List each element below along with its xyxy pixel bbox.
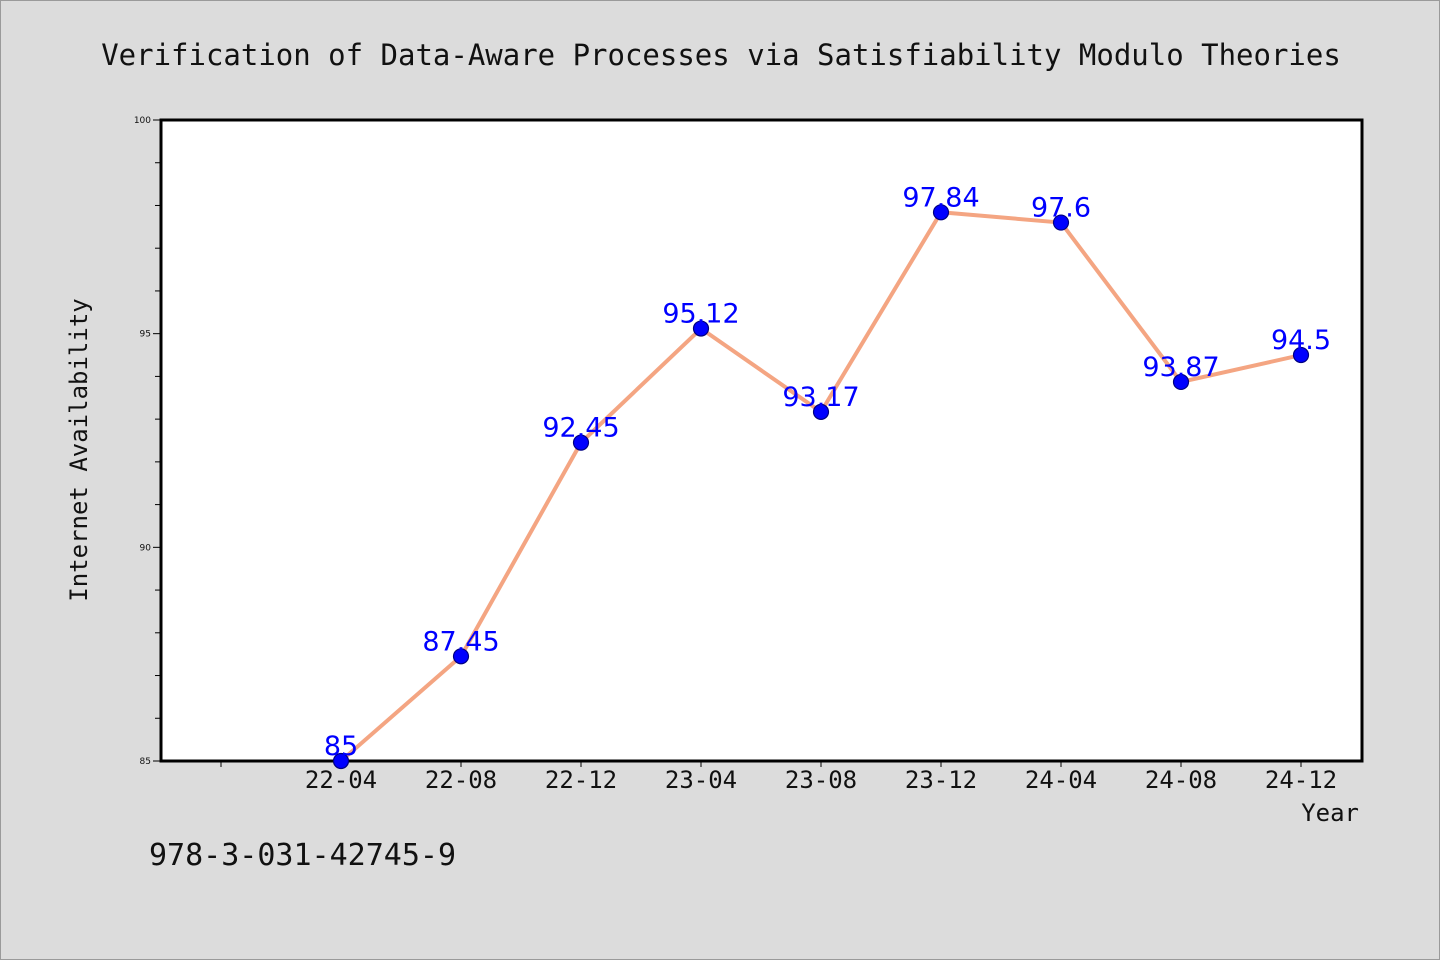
- x-tick-label: 24-08: [1145, 766, 1217, 794]
- data-label: 95.12: [662, 299, 739, 330]
- y-tick-label: 85: [140, 757, 151, 767]
- data-label: 87.45: [422, 626, 499, 657]
- series-layer: [332, 204, 1310, 770]
- x-axis-ticks: 22-04 22-08 22-12 23-04 23-08 23-12 24-04 24-08…: [220, 761, 1337, 794]
- data-point: [1172, 373, 1190, 391]
- isbn-annotation: 978-3-031-42745-9: [149, 838, 456, 873]
- x-tick-label: 22-12: [545, 766, 617, 794]
- data-point: [332, 752, 350, 770]
- data-point: [812, 403, 830, 420]
- data-label: 93.17: [782, 382, 859, 413]
- x-tick-label: 23-04: [665, 766, 737, 794]
- plot-area: [161, 120, 1362, 761]
- x-tick-label: 22-04: [305, 766, 377, 794]
- x-tick-label: 23-12: [905, 766, 977, 794]
- data-label: 97.6: [1031, 193, 1091, 224]
- y-axis-label: Internet Availability: [65, 298, 93, 601]
- x-tick-label: 24-04: [1025, 766, 1097, 794]
- data-label: 92.45: [542, 413, 619, 444]
- x-tick-label: 22-08: [425, 766, 497, 794]
- x-tick-label: 24-12: [1265, 766, 1337, 794]
- data-label: 97.84: [902, 182, 979, 213]
- y-axis-ticks: 85 90 95 100: [134, 116, 161, 767]
- x-tick-label: 23-08: [785, 766, 857, 794]
- data-point: [1292, 346, 1310, 364]
- y-tick-label: 90: [140, 543, 152, 553]
- data-label: 94.5: [1271, 325, 1331, 356]
- data-point: [692, 320, 710, 337]
- data-point: [572, 434, 590, 451]
- data-labels-layer: 85 87.45 92.45 95.12 93.17 97.84 97.6 93.87 94.5: [324, 182, 1331, 762]
- data-label: 85: [324, 731, 358, 762]
- chart-title: Verification of Data-Aware Processes via…: [101, 38, 1341, 72]
- data-point: [452, 648, 470, 665]
- data-point: [932, 204, 950, 221]
- data-label: 93.87: [1142, 352, 1219, 383]
- y-tick-label: 100: [134, 116, 151, 126]
- y-tick-label: 95: [140, 330, 151, 340]
- plot-frame: [159, 118, 1364, 763]
- data-point: [1052, 214, 1070, 231]
- x-axis-label: Year: [1301, 799, 1359, 827]
